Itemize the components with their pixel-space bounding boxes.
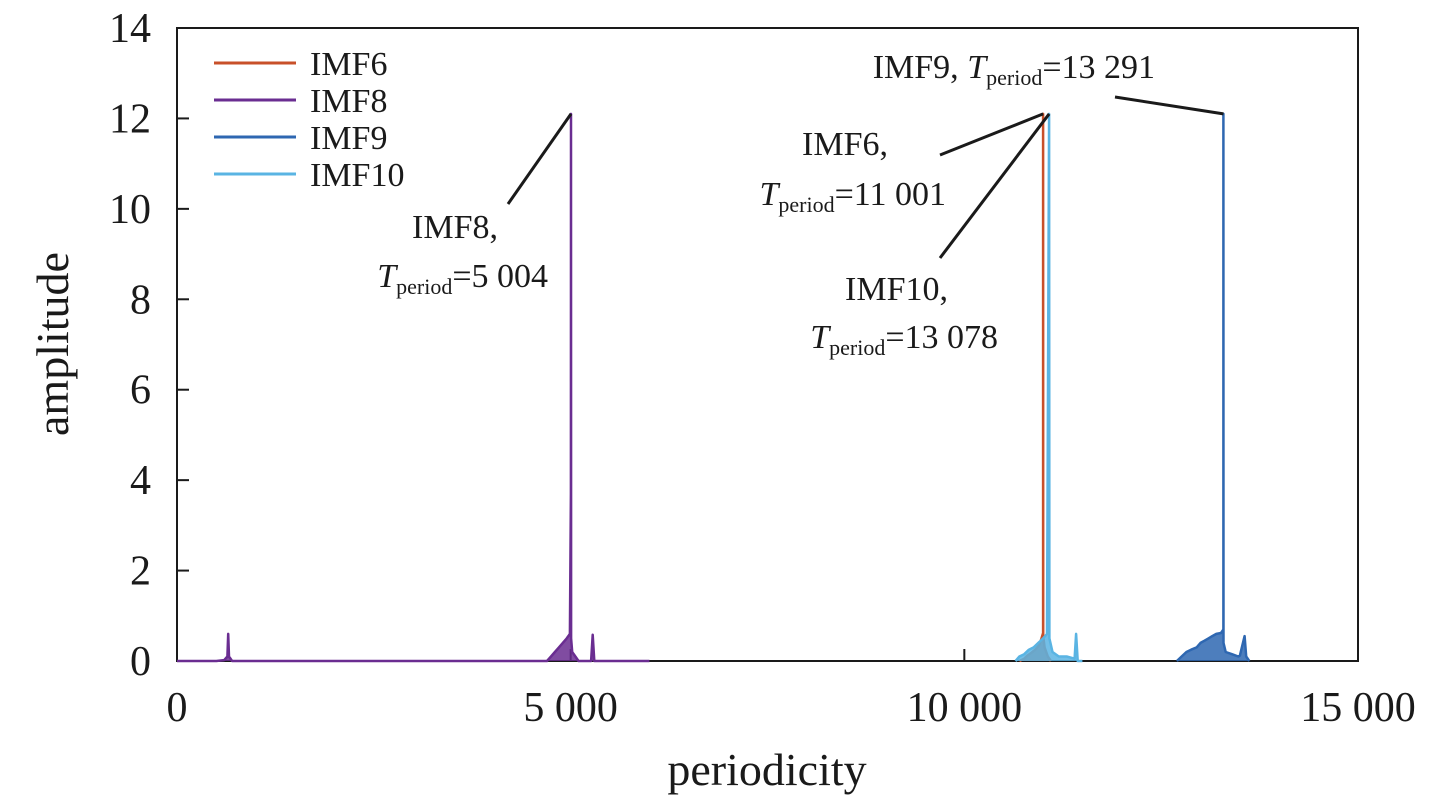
annotation-imf8: IMF8, Tperiod=5 004 [377,209,548,299]
y-tick-label: 2 [130,549,151,595]
y-axis-title: amplitude [27,252,78,436]
y-tick-label: 8 [130,277,151,323]
annotation-imf8-period: Tperiod=5 004 [377,258,548,299]
x-tick-label: 10 000 [907,685,1023,731]
y-tick-label: 10 [109,187,151,233]
series-line-imf10 [1014,112,1083,663]
leader-line-imf8 [506,113,573,205]
annotation-imf6: IMF6, Tperiod=11 001 [759,126,946,217]
legend-label-imf6: IMF6 [310,46,387,83]
leader-line-imf6 [939,112,1044,157]
x-tick-label: 5 000 [523,685,618,731]
series-area-imf8 [177,113,650,661]
x-tick-label: 0 [167,685,188,731]
y-tick-label: 0 [130,639,151,685]
y-tick-label: 12 [109,96,151,142]
annotation-imf6-name: IMF6, [802,126,888,163]
legend-label-imf10: IMF10 [310,157,404,194]
annotation-imf8-name: IMF8, [412,209,498,246]
x-axis-title: periodicity [667,744,866,795]
series-line-imf8 [177,112,650,663]
plot-frame [176,27,1359,662]
x-tick-label: 15 000 [1300,685,1416,731]
annotation-imf10: IMF10, Tperiod=13 078 [810,271,998,360]
annotation-imf10-period: Tperiod=13 078 [810,319,998,360]
legend: IMF6 IMF8 IMF9 IMF10 [214,46,404,194]
legend-label-imf9: IMF9 [310,120,387,157]
legend-label-imf8: IMF8 [310,83,387,120]
annotation-leader-lines [506,95,1224,259]
annotation-imf9-label: IMF9, Tperiod=13 291 [873,49,1155,90]
y-tick-label: 14 [109,6,151,52]
annotation-imf9: IMF9, Tperiod=13 291 [873,49,1155,90]
annotation-imf10-name: IMF10, [845,271,948,308]
x-axis-ticks: 0 5 000 10 000 15 000 [167,649,1416,731]
annotation-imf6-period: Tperiod=11 001 [759,176,946,217]
leader-line-imf9 [1114,95,1224,116]
series-line-imf9 [1176,112,1251,662]
y-tick-label: 4 [130,458,151,504]
y-axis-ticks: 0 2 4 6 8 10 12 14 [109,6,189,685]
series-layer [177,112,1251,663]
leader-line-imf10 [938,113,1051,259]
y-tick-label: 6 [130,368,151,414]
series-area-imf9 [1176,113,1250,661]
